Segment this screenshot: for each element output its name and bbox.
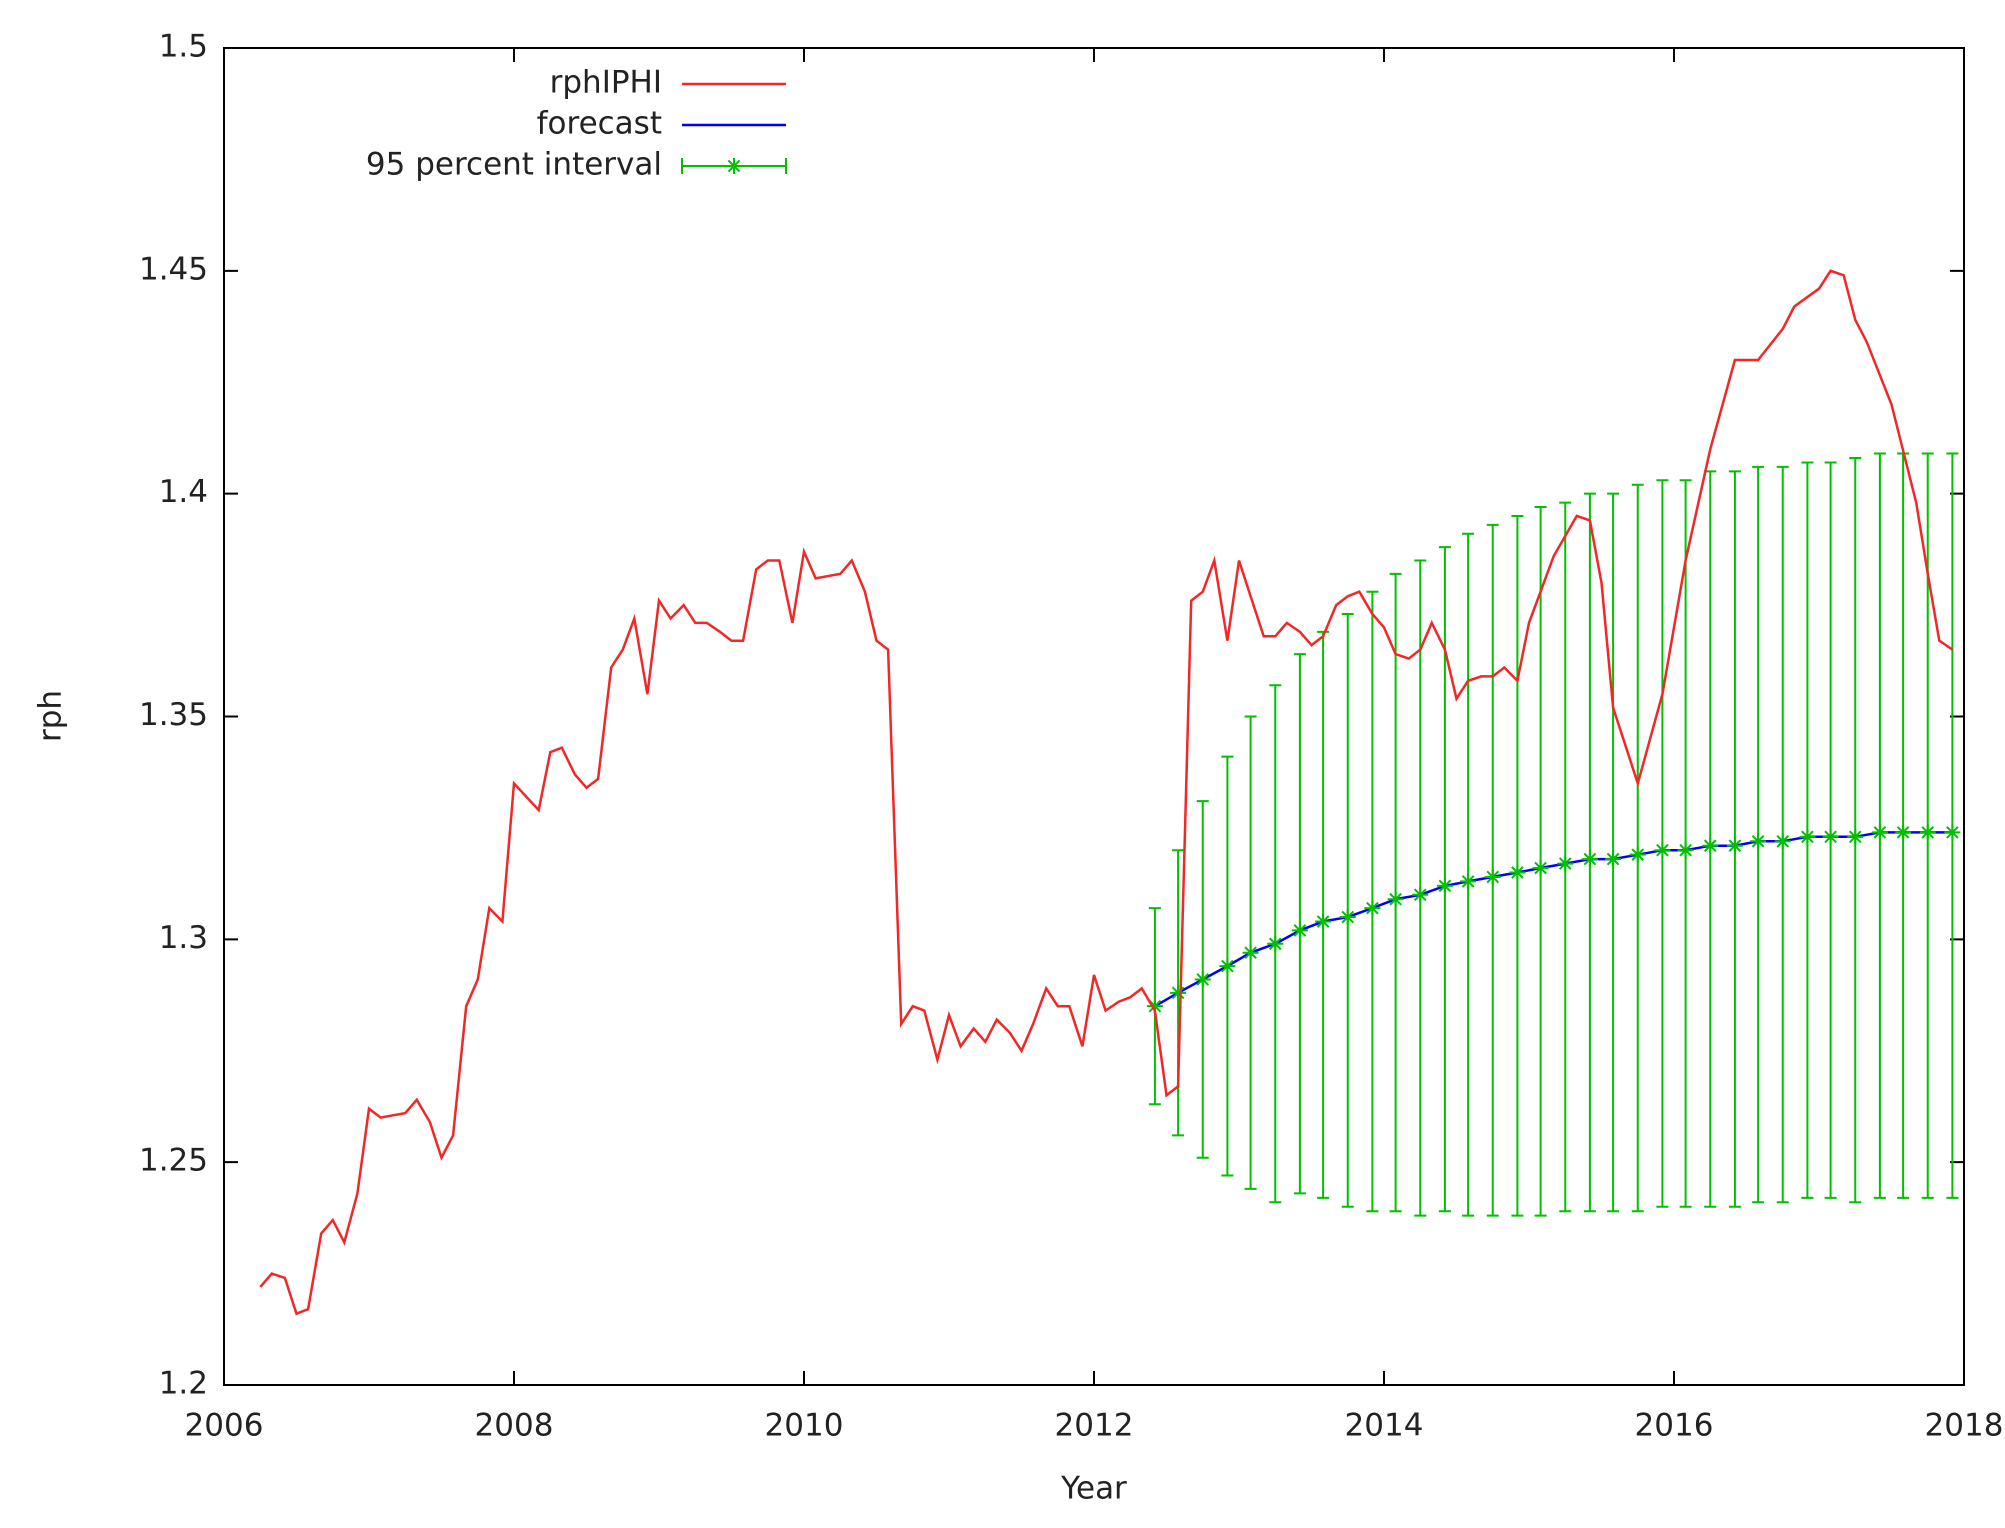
point-marker <box>1242 944 1259 961</box>
point-marker <box>1799 828 1816 845</box>
point-marker <box>1944 824 1961 841</box>
legend-label: forecast <box>537 106 662 142</box>
legend-marker <box>726 158 742 174</box>
point-marker <box>1194 971 1211 988</box>
point-marker <box>1484 868 1501 885</box>
point-marker <box>1871 824 1888 841</box>
point-marker <box>1557 855 1574 872</box>
point-marker <box>1436 877 1453 894</box>
x-tick-label: 2006 <box>185 1408 264 1444</box>
point-marker <box>1532 860 1549 877</box>
point-marker <box>1291 922 1308 939</box>
point-marker <box>1677 842 1694 859</box>
y-axis-label: rph <box>33 690 69 742</box>
point-marker <box>1219 958 1236 975</box>
x-tick-label: 2016 <box>1635 1408 1714 1444</box>
point-marker <box>1412 886 1429 903</box>
plot-frame <box>223 47 1965 1386</box>
point-marker <box>1726 837 1743 854</box>
point-marker <box>1146 998 1163 1015</box>
point-marker <box>1364 900 1381 917</box>
y-tick-label: 1.25 <box>139 1143 208 1179</box>
x-tick-label: 2014 <box>1345 1408 1424 1444</box>
point-marker <box>1460 873 1477 890</box>
point-marker <box>1509 864 1526 881</box>
point-marker <box>1702 837 1719 854</box>
y-tick-label: 1.3 <box>159 920 208 956</box>
point-marker <box>1170 984 1187 1001</box>
point-marker <box>1895 824 1912 841</box>
x-tick-label: 2018 <box>1925 1408 2004 1444</box>
point-marker <box>1629 846 1646 863</box>
point-marker <box>1822 828 1839 845</box>
y-tick-label: 1.45 <box>139 251 208 287</box>
point-marker <box>1581 851 1598 868</box>
point-marker <box>1387 891 1404 908</box>
legend-label: 95 percent interval <box>366 147 662 183</box>
data-line <box>259 269 1954 1316</box>
point-marker <box>1267 935 1284 952</box>
y-tick-label: 1.35 <box>139 697 208 733</box>
point-marker <box>1339 909 1356 926</box>
point-marker <box>1750 833 1767 850</box>
y-tick-label: 1.5 <box>159 29 208 65</box>
x-tick-label: 2008 <box>475 1408 554 1444</box>
x-tick-label: 2012 <box>1055 1408 1134 1444</box>
point-marker <box>1654 842 1671 859</box>
x-axis-label: Year <box>1060 1471 1127 1507</box>
x-tick-label: 2010 <box>765 1408 844 1444</box>
point-marker <box>1919 824 1936 841</box>
point-marker <box>1847 828 1864 845</box>
point-marker <box>1605 851 1622 868</box>
y-tick-label: 1.2 <box>159 1366 208 1402</box>
legend-label: rphIPHI <box>550 65 662 101</box>
point-marker <box>1315 913 1332 930</box>
y-tick-label: 1.4 <box>159 474 208 510</box>
point-marker <box>1774 833 1791 850</box>
data-line <box>1154 831 1953 1008</box>
